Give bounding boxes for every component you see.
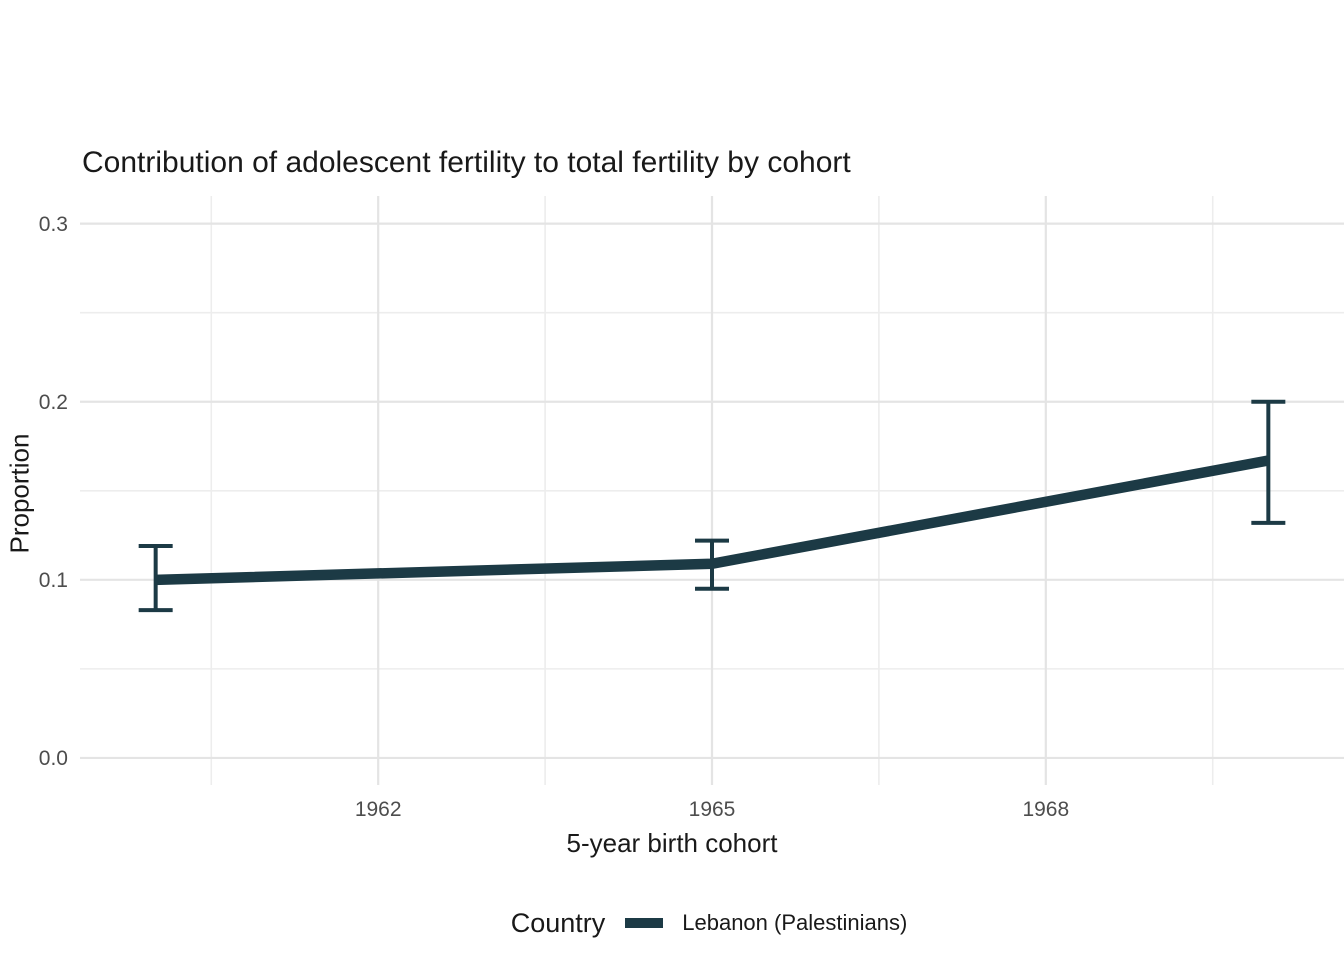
x-tick-label: 1965 xyxy=(688,798,736,821)
x-tick-label: 1962 xyxy=(354,798,402,821)
y-tick-label: 0.2 xyxy=(38,390,68,414)
x-axis-title: 5-year birth cohort xyxy=(566,828,778,858)
x-tick-label: 1968 xyxy=(1022,798,1070,821)
legend-entry-label: Lebanon (Palestinians) xyxy=(682,910,908,935)
y-axis-title: Proportion xyxy=(4,433,35,554)
series-line xyxy=(155,455,1270,586)
y-tick-label: 0.0 xyxy=(38,746,68,770)
y-tick-label: 0.1 xyxy=(38,568,68,592)
legend: Country Lebanon (Palestinians) xyxy=(37,903,1344,943)
chart-title: Contribution of adolescent fertility to … xyxy=(82,146,851,179)
legend-title: Country xyxy=(510,907,606,938)
y-tick-label: 0.3 xyxy=(38,212,68,236)
legend-line-swatch xyxy=(625,918,664,928)
